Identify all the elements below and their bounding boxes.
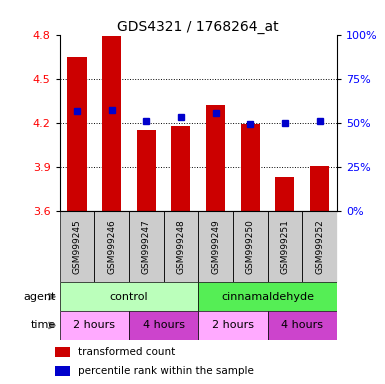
Text: control: control [110, 291, 148, 302]
Title: GDS4321 / 1768264_at: GDS4321 / 1768264_at [117, 20, 279, 33]
Bar [198, 211, 233, 282]
Text: 4 hours: 4 hours [142, 320, 185, 331]
Bar [129, 211, 164, 282]
Bar [137, 130, 156, 211]
Bar [67, 56, 87, 211]
Bar [241, 124, 260, 211]
Text: 2 hours: 2 hours [73, 320, 116, 331]
Bar [275, 177, 295, 211]
Text: GSM999246: GSM999246 [107, 219, 116, 274]
Bar [94, 211, 129, 282]
Bar [206, 105, 225, 211]
Text: GSM999251: GSM999251 [280, 219, 290, 274]
Text: GSM999245: GSM999245 [72, 219, 82, 274]
Bar [55, 366, 70, 376]
Bar [268, 211, 302, 282]
Text: GSM999249: GSM999249 [211, 219, 220, 274]
Text: GSM999250: GSM999250 [246, 219, 255, 274]
Bar [129, 311, 198, 340]
Text: percentile rank within the sample: percentile rank within the sample [78, 366, 254, 376]
Bar [60, 211, 94, 282]
Text: GSM999252: GSM999252 [315, 219, 324, 274]
Bar [198, 311, 268, 340]
Bar [60, 311, 129, 340]
Bar [55, 347, 70, 357]
Text: transformed count: transformed count [78, 347, 176, 357]
Bar [233, 211, 268, 282]
Bar [198, 282, 337, 311]
Text: agent: agent [23, 291, 56, 302]
Bar [102, 36, 121, 211]
Text: GSM999248: GSM999248 [176, 219, 186, 274]
Text: time: time [30, 320, 56, 331]
Text: cinnamaldehyde: cinnamaldehyde [221, 291, 314, 302]
Bar [164, 211, 198, 282]
Text: 4 hours: 4 hours [281, 320, 323, 331]
Bar [268, 311, 337, 340]
Bar [60, 282, 198, 311]
Text: 2 hours: 2 hours [212, 320, 254, 331]
Bar [310, 166, 329, 211]
Bar [302, 211, 337, 282]
Text: GSM999247: GSM999247 [142, 219, 151, 274]
Bar [171, 126, 191, 211]
